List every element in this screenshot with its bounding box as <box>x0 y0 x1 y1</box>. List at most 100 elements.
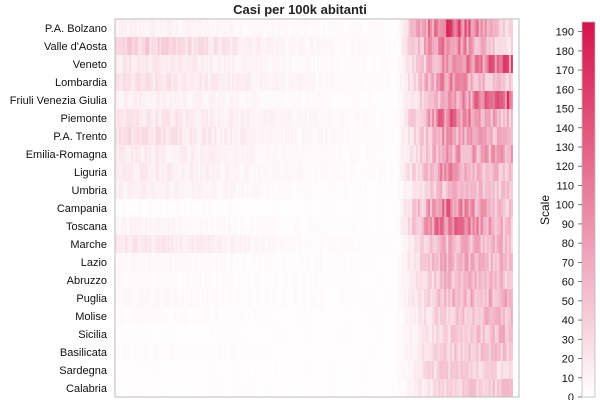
heatmap-cell <box>300 379 304 398</box>
heatmap-cell <box>207 145 211 164</box>
heatmap-cell <box>365 145 368 164</box>
heatmap-cell <box>401 163 405 182</box>
heatmap-cell <box>234 109 237 128</box>
heatmap-cell <box>199 199 203 218</box>
heatmap-cell <box>496 19 500 38</box>
heatmap-cell <box>222 217 225 236</box>
heatmap-cell <box>260 253 263 272</box>
heatmap-cell <box>355 73 358 92</box>
heatmap-cell <box>197 289 201 308</box>
heatmap-cell <box>280 271 283 290</box>
heatmap-cell <box>189 109 193 128</box>
heatmap-cell <box>127 361 130 380</box>
heatmap-cell <box>230 73 233 92</box>
heatmap-cell <box>211 343 215 362</box>
heatmap-cell <box>171 91 174 110</box>
heatmap-cell <box>127 289 130 308</box>
heatmap-cell <box>514 91 518 110</box>
heatmap-cell <box>117 37 120 56</box>
heatmap-cell <box>345 19 348 38</box>
region-label: Friuli Venezia Giulia <box>10 95 108 107</box>
heatmap-cell <box>312 37 316 56</box>
heatmap-cell <box>280 91 283 110</box>
heatmap-cell <box>290 307 294 326</box>
heatmap-cell <box>220 307 223 326</box>
heatmap-cell <box>478 307 481 326</box>
heatmap-cell <box>276 163 279 182</box>
heatmap-cell <box>472 127 475 146</box>
heatmap-cell <box>135 271 138 290</box>
heatmap-cell <box>510 235 514 254</box>
heatmap-cell <box>185 379 189 398</box>
heatmap-cell <box>123 145 126 164</box>
heatmap-cell <box>323 127 326 146</box>
heatmap-cell <box>207 19 211 38</box>
heatmap-cell <box>373 325 376 344</box>
heatmap-cell <box>413 253 417 272</box>
heatmap-cell <box>149 253 152 272</box>
heatmap-cell <box>242 109 245 128</box>
heatmap-cell <box>232 271 235 290</box>
heatmap-cell <box>464 253 467 272</box>
heatmap-cell <box>248 271 251 290</box>
heatmap-cell <box>357 37 360 56</box>
heatmap-cell <box>450 307 453 326</box>
heatmap-cell <box>387 379 391 398</box>
heatmap-cell <box>440 343 443 362</box>
heatmap-cell <box>476 145 479 164</box>
heatmap-cell <box>357 325 360 344</box>
heatmap-cell <box>163 181 166 200</box>
heatmap-cell <box>171 325 174 344</box>
heatmap-cell <box>387 289 391 308</box>
heatmap-cell <box>486 109 489 128</box>
heatmap-cell <box>418 271 421 290</box>
heatmap-cell <box>494 325 498 344</box>
heatmap-cell <box>199 307 203 326</box>
heatmap-cell <box>403 109 407 128</box>
heatmap-cell <box>252 37 255 56</box>
heatmap-cell <box>500 73 504 92</box>
heatmap-cell <box>422 361 425 380</box>
heatmap-cell <box>377 37 380 56</box>
heatmap-cell <box>266 37 269 56</box>
heatmap-cell <box>240 235 243 254</box>
heatmap-cell <box>258 289 261 308</box>
heatmap-cell <box>133 343 136 362</box>
heatmap-cell <box>139 145 142 164</box>
heatmap-cell <box>357 289 360 308</box>
heatmap-cell <box>409 91 413 110</box>
heatmap-cell <box>436 325 439 344</box>
heatmap-cell <box>224 55 227 74</box>
heatmap-cell <box>203 379 207 398</box>
heatmap-cell <box>349 127 352 146</box>
heatmap-cell <box>129 163 132 182</box>
heatmap-cell <box>193 307 197 326</box>
heatmap-cell <box>151 307 154 326</box>
heatmap-cell <box>407 127 411 146</box>
heatmap-cell <box>381 181 384 200</box>
heatmap-cell <box>319 325 322 344</box>
heatmap-cell <box>250 325 253 344</box>
heatmap-cell <box>339 163 342 182</box>
heatmap-cell <box>460 235 463 254</box>
heatmap-cell <box>508 127 512 146</box>
heatmap-cell <box>240 379 243 398</box>
heatmap-cell <box>409 307 413 326</box>
heatmap-cell <box>371 163 374 182</box>
heatmap-cell <box>490 163 494 182</box>
heatmap-cell <box>428 163 431 182</box>
heatmap-cell <box>367 289 370 308</box>
heatmap-cell <box>143 91 146 110</box>
heatmap-cell <box>403 73 407 92</box>
heatmap-cell <box>274 55 277 74</box>
heatmap-cell <box>411 91 415 110</box>
heatmap-cell <box>379 379 382 398</box>
heatmap-cell <box>117 361 120 380</box>
heatmap-cell <box>502 361 506 380</box>
heatmap-cell <box>236 235 239 254</box>
heatmap-cell <box>131 127 134 146</box>
heatmap-cell <box>155 217 158 236</box>
heatmap-cell <box>347 289 350 308</box>
heatmap-cell <box>304 145 308 164</box>
heatmap-cell <box>504 289 508 308</box>
